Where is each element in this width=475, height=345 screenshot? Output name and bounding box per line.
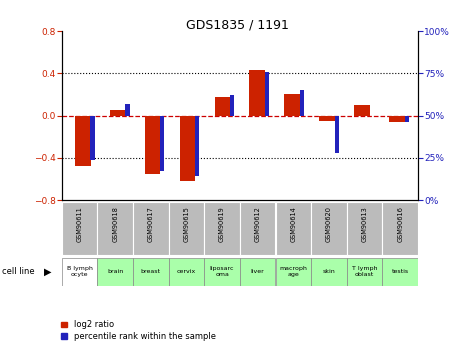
Bar: [195, 116, 200, 176]
Bar: [125, 104, 130, 116]
Text: GDS1835 / 1191: GDS1835 / 1191: [186, 19, 289, 32]
Text: cell line: cell line: [2, 267, 35, 276]
Bar: [169, 203, 204, 255]
Bar: [110, 110, 125, 116]
Bar: [97, 203, 133, 255]
Bar: [230, 95, 234, 116]
Bar: [347, 203, 382, 255]
Bar: [133, 203, 169, 255]
Text: liposarc
oma: liposarc oma: [210, 266, 234, 277]
Bar: [389, 116, 405, 122]
Bar: [90, 116, 95, 159]
Text: GSM90617: GSM90617: [148, 206, 154, 242]
Bar: [62, 258, 97, 286]
Text: GSM90614: GSM90614: [290, 206, 296, 242]
Bar: [382, 203, 418, 255]
Bar: [169, 258, 204, 286]
Legend: log2 ratio, percentile rank within the sample: log2 ratio, percentile rank within the s…: [61, 321, 216, 341]
Bar: [133, 258, 169, 286]
Bar: [347, 258, 382, 286]
Bar: [62, 203, 97, 255]
Bar: [335, 116, 339, 153]
Bar: [276, 258, 311, 286]
Bar: [300, 90, 304, 116]
Bar: [215, 97, 230, 116]
Text: skin: skin: [323, 269, 335, 274]
Text: testis: testis: [391, 269, 409, 274]
Text: breast: breast: [141, 269, 161, 274]
Bar: [97, 258, 133, 286]
Bar: [180, 116, 195, 181]
Bar: [75, 116, 91, 166]
Text: GSM90619: GSM90619: [219, 206, 225, 242]
Bar: [204, 203, 240, 255]
Text: T lymph
oblast: T lymph oblast: [352, 266, 377, 277]
Bar: [405, 116, 409, 122]
Text: cervix: cervix: [177, 269, 196, 274]
Text: GSM90612: GSM90612: [255, 206, 261, 242]
Bar: [265, 72, 269, 116]
Bar: [204, 258, 240, 286]
Bar: [311, 203, 347, 255]
Text: liver: liver: [251, 269, 265, 274]
Text: brain: brain: [107, 269, 124, 274]
Bar: [354, 105, 370, 116]
Bar: [249, 70, 265, 116]
Text: ▶: ▶: [44, 267, 51, 277]
Bar: [145, 116, 161, 174]
Text: GSM90618: GSM90618: [112, 206, 118, 242]
Bar: [160, 116, 164, 171]
Text: GSM90616: GSM90616: [397, 206, 403, 242]
Bar: [276, 203, 311, 255]
Bar: [240, 203, 276, 255]
Bar: [285, 95, 300, 116]
Text: GSM90615: GSM90615: [183, 206, 190, 242]
Text: macroph
age: macroph age: [279, 266, 307, 277]
Text: GSM90613: GSM90613: [361, 206, 368, 242]
Text: B lymph
ocyte: B lymph ocyte: [66, 266, 93, 277]
Text: GSM90611: GSM90611: [76, 206, 83, 242]
Bar: [240, 258, 276, 286]
Bar: [382, 258, 418, 286]
Text: GSM90620: GSM90620: [326, 206, 332, 242]
Bar: [319, 116, 335, 121]
Bar: [311, 258, 347, 286]
